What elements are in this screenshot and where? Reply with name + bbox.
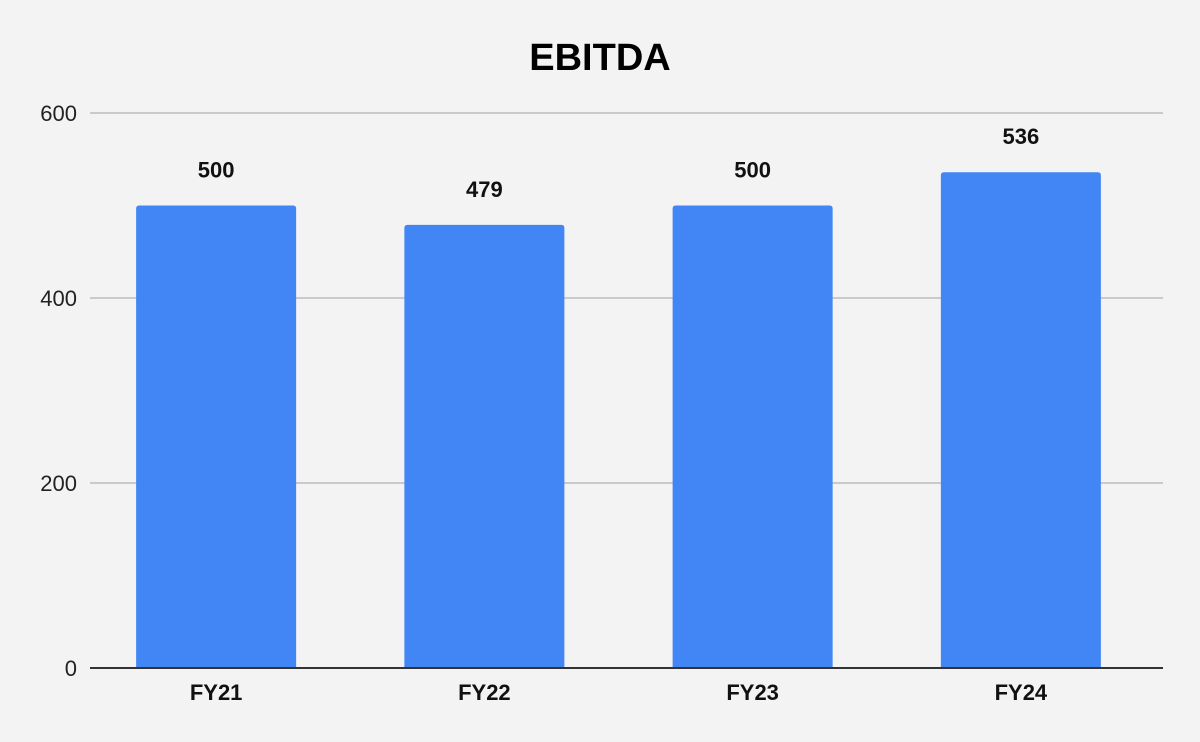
chart-title: EBITDA xyxy=(529,37,670,79)
bar-fy22 xyxy=(404,224,565,669)
y-tick-label: 0 xyxy=(65,656,77,681)
y-tick-label: 600 xyxy=(40,101,77,126)
x-tick-label-fy23: FY23 xyxy=(726,680,779,705)
y-tick-label: 200 xyxy=(40,471,77,496)
bar-fy24 xyxy=(940,172,1101,668)
bar-fy21 xyxy=(136,205,297,668)
x-tick-label-fy24: FY24 xyxy=(995,680,1048,705)
y-tick-label: 400 xyxy=(40,286,77,311)
x-tick-label-fy22: FY22 xyxy=(458,680,511,705)
x-tick-label-fy21: FY21 xyxy=(190,680,243,705)
data-label-fy22: 479 xyxy=(466,177,503,202)
y-axis-ticks: 0 200 400 600 xyxy=(40,101,77,681)
x-axis-ticks: FY21 FY22 FY23 FY24 xyxy=(190,680,1048,705)
data-labels: 500 479 500 536 xyxy=(198,124,1039,202)
bar-fy23 xyxy=(672,205,833,668)
bars xyxy=(136,172,1101,669)
data-label-fy23: 500 xyxy=(734,158,771,183)
data-label-fy24: 536 xyxy=(1003,124,1040,149)
data-label-fy21: 500 xyxy=(198,158,235,183)
